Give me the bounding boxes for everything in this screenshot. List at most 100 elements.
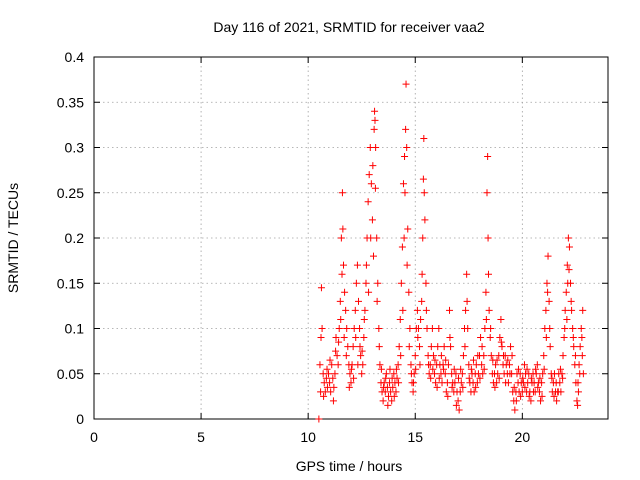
- data-point: [317, 284, 325, 292]
- data-point: [484, 234, 492, 242]
- data-point: [567, 297, 575, 305]
- data-point: [493, 356, 501, 364]
- data-point: [519, 374, 527, 382]
- data-point: [535, 388, 543, 396]
- data-point: [407, 361, 415, 369]
- data-point: [511, 406, 519, 414]
- data-point: [402, 80, 410, 88]
- data-point: [371, 116, 379, 124]
- data-point: [361, 306, 369, 314]
- data-point: [402, 125, 410, 133]
- data-point: [421, 216, 429, 224]
- data-point: [480, 352, 488, 360]
- data-point: [479, 370, 487, 378]
- data-point: [477, 334, 485, 342]
- data-point: [543, 279, 551, 287]
- data-point: [416, 343, 424, 351]
- data-point: [335, 338, 343, 346]
- data-point: [487, 352, 495, 360]
- data-point: [578, 334, 586, 342]
- data-point: [382, 370, 390, 378]
- data-point: [405, 288, 413, 296]
- data-point: [386, 365, 394, 373]
- data-point: [329, 374, 337, 382]
- data-point: [427, 343, 435, 351]
- data-point: [369, 162, 377, 170]
- data-point: [418, 270, 426, 278]
- data-point: [326, 379, 334, 387]
- data-point: [417, 315, 425, 323]
- data-point: [338, 189, 346, 197]
- data-point: [462, 306, 470, 314]
- data-point: [569, 334, 577, 342]
- data-point: [561, 325, 569, 332]
- data-point: [459, 383, 467, 391]
- data-point: [578, 352, 586, 360]
- data-point: [491, 383, 499, 391]
- data-point: [457, 379, 465, 387]
- data-point: [478, 361, 486, 369]
- y-tick-label: 0.3: [65, 140, 85, 156]
- data-point: [420, 134, 428, 142]
- data-point: [337, 234, 345, 242]
- data-point: [564, 279, 572, 287]
- data-point: [396, 315, 404, 323]
- data-point: [442, 388, 450, 396]
- data-point: [571, 352, 579, 360]
- data-point: [330, 383, 338, 391]
- data-point: [480, 365, 488, 373]
- data-point: [327, 388, 335, 396]
- data-point: [332, 334, 340, 342]
- data-point: [497, 315, 505, 323]
- y-axis-label: SRMTID / TECUs: [5, 183, 21, 293]
- data-point: [352, 279, 360, 287]
- data-point: [544, 252, 552, 260]
- data-point: [544, 288, 552, 296]
- data-point: [397, 279, 405, 287]
- data-point: [376, 361, 384, 369]
- data-point: [570, 343, 578, 351]
- data-point: [375, 325, 383, 332]
- data-point: [457, 365, 465, 373]
- data-point: [323, 383, 331, 391]
- data-point: [494, 370, 502, 378]
- data-point: [517, 392, 525, 400]
- data-point: [353, 261, 361, 269]
- data-point: [574, 401, 582, 409]
- data-point: [370, 125, 378, 133]
- data-point: [559, 374, 567, 382]
- data-point: [455, 374, 463, 382]
- data-point: [333, 352, 341, 360]
- data-point: [320, 392, 328, 400]
- y-tick-label: 0.2: [65, 230, 85, 246]
- data-point: [419, 234, 427, 242]
- data-point: [474, 352, 482, 360]
- data-point: [404, 225, 412, 233]
- data-point: [392, 388, 400, 396]
- data-point: [540, 365, 548, 373]
- data-point: [465, 361, 473, 369]
- data-point: [357, 352, 365, 360]
- data-point: [451, 379, 459, 387]
- data-point: [568, 306, 576, 314]
- data-point: [425, 361, 433, 369]
- data-point: [556, 365, 564, 373]
- data-point: [525, 392, 533, 400]
- data-point: [336, 297, 344, 305]
- data-point: [318, 325, 326, 332]
- data-point: [484, 270, 492, 278]
- data-point: [410, 379, 418, 387]
- data-point: [365, 171, 373, 179]
- data-point: [337, 315, 345, 323]
- data-point: [341, 288, 349, 296]
- data-point: [364, 198, 372, 206]
- data-point: [562, 288, 570, 296]
- tick-labels: 0 0.05 0.1 0.15 0.2 0.25 0.3 0.35 0.4 0 5 10 15 20: [57, 49, 531, 445]
- data-point: [395, 379, 403, 387]
- data-point: [499, 352, 507, 360]
- data-point: [365, 288, 373, 296]
- data-point: [390, 370, 398, 378]
- data-point: [448, 383, 456, 391]
- data-point: [552, 379, 560, 387]
- y-tick-label: 0.15: [57, 275, 84, 291]
